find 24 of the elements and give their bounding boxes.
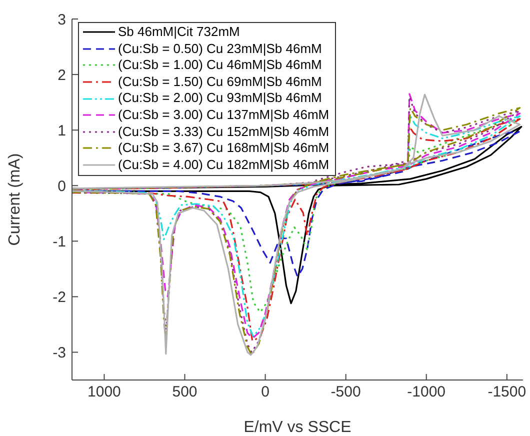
y-tick-label: 1	[58, 122, 66, 140]
legend-label: (Cu:Sb = 3.00) Cu 137mM|Sb 46mM	[118, 106, 330, 124]
x-tick-label: 0	[261, 384, 270, 401]
x-tick-label: -500	[330, 384, 361, 401]
y-tick-label: -3	[52, 344, 66, 362]
y-tick-label: 2	[58, 66, 66, 84]
x-tick-label: -1000	[407, 384, 446, 401]
y-tick-label: -2	[52, 289, 66, 306]
legend-label: Sb 46mM|Cit 732mM	[118, 24, 240, 41]
legend-label: (Cu:Sb = 0.50) Cu 23mM|Sb 46mM	[118, 40, 322, 58]
x-tick-label: 500	[172, 384, 198, 401]
legend-label: (Cu:Sb = 1.50) Cu 69mM|Sb 46mM	[118, 74, 322, 90]
y-tick-label: 3	[58, 11, 66, 28]
x-tick-label: 1000	[88, 384, 121, 401]
legend-label: (Cu:Sb = 3.33) Cu 152mM|Sb 46mM	[118, 124, 330, 140]
x-tick-label: -1500	[488, 384, 526, 401]
y-tick-label: -1	[52, 233, 66, 250]
legend-label: (Cu:Sb = 2.00) Cu 93mM|Sb 46mM	[118, 90, 322, 107]
legend-label: (Cu:Sb = 3.67) Cu 168mM|Sb 46mM	[118, 140, 330, 157]
x-axis-title: E/mV vs SSCE	[244, 419, 352, 436]
y-tick-label: 0	[58, 178, 66, 195]
y-axis-title: Current (mA)	[6, 153, 24, 246]
legend-label: (Cu:Sb = 4.00) Cu 182mM|Sb 46mM	[118, 156, 330, 174]
legend-label: (Cu:Sb = 1.00) Cu 46mM|Sb 46mM	[118, 57, 322, 74]
